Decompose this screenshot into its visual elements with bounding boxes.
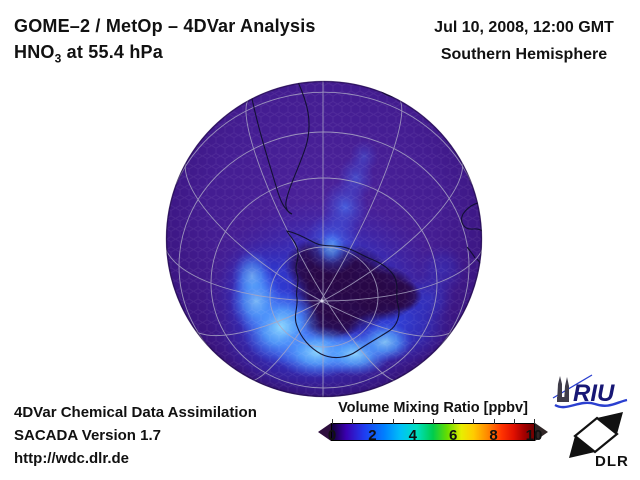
credits-block: 4DVar Chemical Data Assimilation SACADA … [14, 401, 257, 470]
tick-label-2: 2 [368, 427, 377, 444]
tick-label-6: 6 [449, 427, 458, 444]
model-grid-texture [166, 81, 482, 397]
antarctica-coastline [285, 230, 400, 359]
title-line2: HNO3 at 55.4 hPa [14, 39, 316, 72]
globe-rim [165, 80, 483, 398]
colorbar-right-arrow-icon [535, 423, 548, 441]
tick-label-4: 4 [408, 427, 417, 444]
plot-title: GOME–2 / MetOp – 4DVar Analysis HNO3 at … [14, 13, 316, 72]
australia-coastline [461, 201, 482, 239]
datetime-label: Jul 10, 2008, 12:00 GMT [434, 19, 614, 36]
pressure-level-label: at 55.4 hPa [61, 42, 163, 62]
globe-field [166, 81, 482, 397]
tick-label-0: 0 [327, 427, 337, 444]
tick-label-10: 10 [525, 427, 543, 444]
dlr-logo: DLR [569, 412, 629, 470]
riu-logo: RIU [552, 374, 628, 409]
title-line1: GOME–2 / MetOp – 4DVar Analysis [14, 16, 316, 36]
riu-wave-icon [554, 398, 628, 409]
version-label: SACADA Version 1.7 [14, 427, 161, 444]
dlr-logotype: DLR [595, 453, 629, 470]
colorbar-ticks [332, 419, 535, 424]
logos-block: RIU DLR [552, 374, 629, 470]
molecule-label: HNO [14, 42, 55, 62]
molecule-subscript: 3 [54, 51, 62, 66]
dlr-bird-icon [597, 412, 623, 434]
cathedral-icon [557, 376, 562, 402]
colorbar-left-arrow-icon [318, 423, 331, 441]
colorbar: Volume Mixing Ratio [ppbv] 0 2 4 6 8 10 [318, 400, 548, 444]
hemisphere-label: Southern Hemisphere [440, 46, 608, 63]
graticule [166, 81, 482, 397]
assimilation-label: 4DVar Chemical Data Assimilation [14, 404, 257, 421]
tick-label-8: 8 [489, 427, 498, 444]
plot-subtitle: Jul 10, 2008, 12:00 GMT Southern Hemisph… [404, 14, 640, 68]
wdc-url[interactable]: http://wdc.dlr.de [14, 450, 129, 467]
south-pole-point [320, 299, 324, 303]
colorbar-title: Volume Mixing Ratio [ppbv] [338, 400, 528, 416]
colorbar-tick-labels: 0 2 4 6 8 10 [328, 427, 543, 445]
